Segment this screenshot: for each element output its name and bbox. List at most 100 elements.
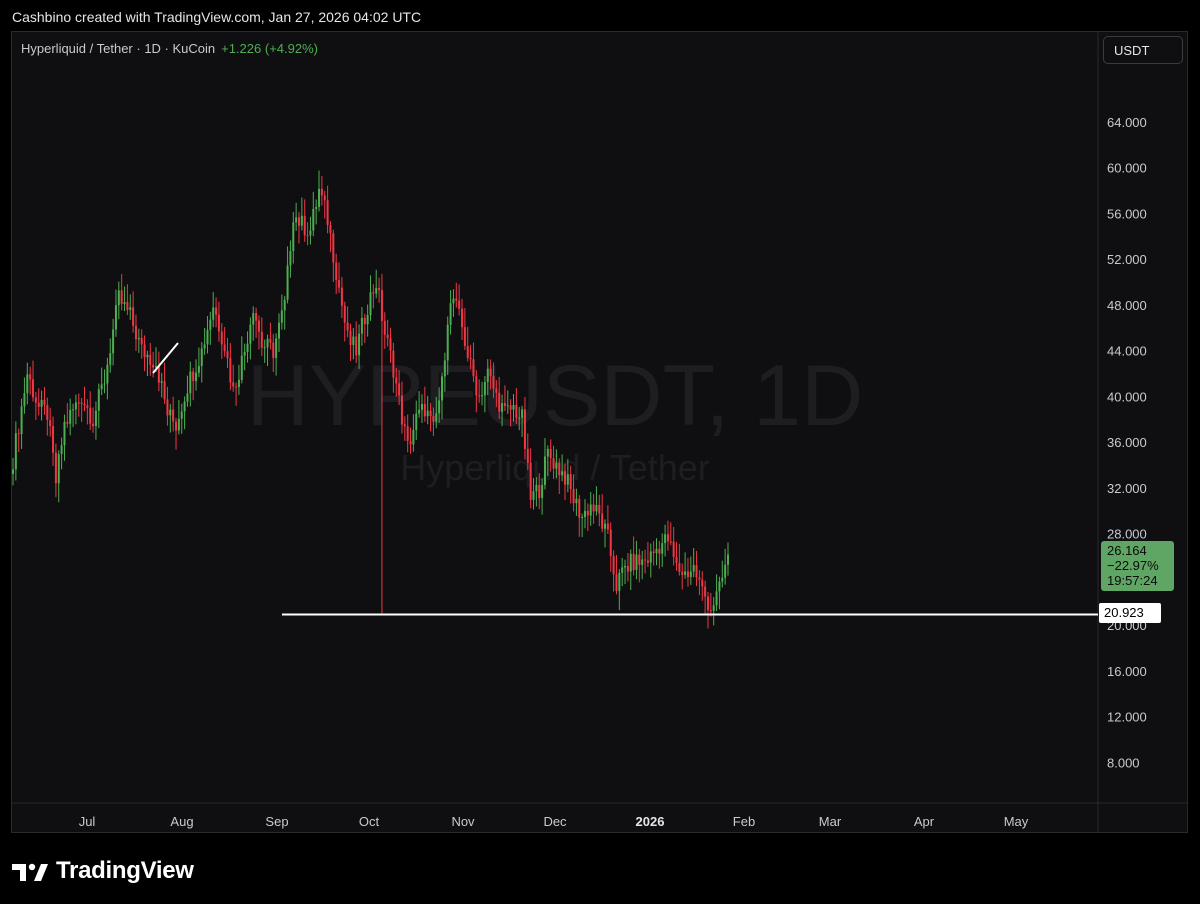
price-tick-label: 48.000: [1107, 298, 1147, 313]
candle-body: [86, 405, 89, 408]
time-tick-label: Sep: [265, 814, 288, 829]
candle-body: [169, 409, 172, 416]
candle-body: [215, 307, 218, 315]
candle-body: [137, 337, 140, 340]
candle-body: [521, 409, 524, 418]
candle-body: [495, 388, 498, 393]
candle-body: [449, 303, 452, 325]
candle-body: [715, 591, 718, 606]
candle-body: [246, 343, 249, 352]
price-tick-label: 32.000: [1107, 481, 1147, 496]
time-scale[interactable]: Jul Aug Sep Oct Nov Dec 2026 Feb Mar Apr May: [79, 814, 1029, 829]
candle-body: [552, 458, 555, 469]
candle-body: [492, 375, 495, 389]
candle-body: [661, 543, 664, 554]
candle-body: [189, 371, 192, 394]
candle-body: [32, 379, 35, 398]
candle-body: [72, 409, 75, 411]
candle-body: [226, 351, 229, 359]
candle-body: [420, 403, 423, 410]
drawn-trend-segment[interactable]: [152, 342, 179, 374]
candle-body: [483, 381, 486, 396]
time-tick-label: Nov: [451, 814, 475, 829]
candle-body: [306, 235, 309, 237]
candle-body: [312, 208, 315, 231]
candle-body: [152, 364, 155, 368]
candle-body: [60, 445, 63, 455]
candle-body: [543, 456, 546, 485]
candle-body: [375, 287, 378, 294]
tradingview-footer: TradingView: [12, 855, 194, 887]
candle-body: [463, 327, 466, 347]
currency-unit-button[interactable]: USDT: [1103, 36, 1183, 64]
candle-body: [432, 416, 435, 422]
candle-body: [315, 206, 318, 209]
candle-body: [501, 403, 504, 412]
candle-body: [586, 510, 589, 516]
candle-body: [343, 305, 346, 323]
candle-body: [149, 354, 152, 365]
candle-body: [452, 298, 455, 304]
candle-body: [266, 338, 269, 348]
symbol-legend[interactable]: Hyperliquid / Tether · 1D · KuCoin +1.226…: [21, 41, 318, 56]
candle-body: [698, 577, 701, 580]
watermark-name: Hyperliquid / Tether: [400, 447, 710, 488]
candle-body: [429, 410, 432, 417]
candle-body: [97, 389, 100, 411]
candle-body: [481, 395, 484, 397]
candle-body: [398, 383, 401, 396]
candle-body: [283, 299, 286, 311]
candle-body: [360, 317, 363, 334]
candle-body: [358, 333, 361, 356]
candle-body: [326, 200, 329, 225]
price-tick-label: 52.000: [1107, 252, 1147, 267]
candle-body: [609, 529, 612, 557]
candle-body: [669, 541, 672, 543]
candle-body: [518, 417, 521, 419]
candle-body: [329, 224, 332, 234]
symbol-change: +1.226 (+4.92%): [221, 41, 318, 56]
candle-body: [601, 513, 604, 529]
candle-body: [275, 338, 278, 358]
candle-body: [441, 376, 443, 401]
candle-body: [43, 399, 46, 405]
candle-body: [584, 510, 586, 518]
candle-body: [695, 565, 698, 578]
candle-body: [20, 406, 23, 434]
candle-body: [335, 262, 338, 281]
bar-countdown: 19:57:24: [1107, 573, 1158, 588]
candle-body: [63, 421, 66, 446]
candle-body: [195, 372, 198, 382]
candle-body: [103, 383, 106, 385]
candle-body: [277, 322, 280, 339]
candle-body: [243, 351, 246, 356]
candle-body: [632, 553, 635, 571]
candle-body: [618, 572, 621, 591]
time-tick-label: Apr: [914, 814, 935, 829]
candle-body: [346, 322, 349, 331]
candle-body: [320, 188, 323, 196]
candle-body: [14, 433, 17, 470]
candle-body: [172, 409, 175, 422]
candle-body: [132, 307, 135, 326]
candle-body: [143, 344, 146, 358]
last-price-tag: 26.164 −22.97% 19:57:24: [1101, 541, 1174, 591]
candle-body: [575, 498, 578, 504]
candle-body: [526, 449, 529, 463]
candle-body: [589, 504, 592, 516]
candle-body: [701, 579, 704, 587]
candle-body: [438, 400, 441, 414]
candle-body: [380, 290, 383, 321]
candle-body: [529, 462, 532, 500]
candle-body: [140, 337, 143, 345]
candle-body: [503, 403, 506, 406]
candle-body: [114, 305, 117, 330]
candle-body: [443, 360, 446, 377]
candles: [12, 170, 729, 629]
candle-body: [626, 565, 629, 572]
time-tick-label: Mar: [819, 814, 842, 829]
price-scale[interactable]: 64.000 60.000 56.000 52.000 48.000 44.000 40.0…: [1107, 115, 1147, 771]
candle-body: [235, 386, 238, 388]
price-tick-label: 16.000: [1107, 664, 1147, 679]
